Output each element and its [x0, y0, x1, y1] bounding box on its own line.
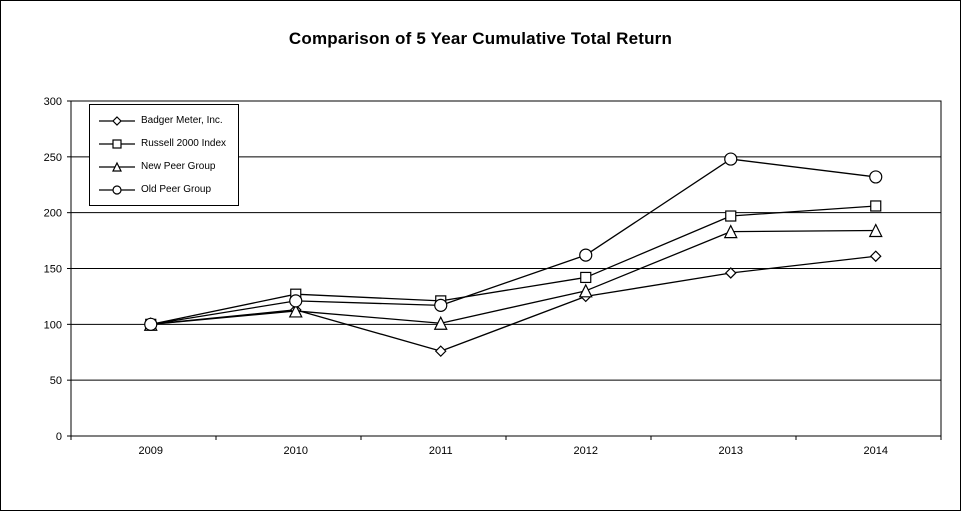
circle-marker — [579, 248, 593, 262]
legend-item: New Peer Group — [99, 158, 226, 175]
x-tick-label: 2009 — [139, 445, 163, 457]
diamond-marker — [434, 345, 447, 357]
legend-label: Old Peer Group — [141, 184, 212, 195]
circle-marker — [724, 152, 738, 166]
square-marker — [725, 210, 737, 222]
diamond-marker — [112, 115, 122, 126]
legend-item: Badger Meter, Inc. — [99, 112, 226, 129]
series-line — [150, 255, 876, 352]
circle-legend-icon — [99, 184, 135, 195]
circle-marker — [112, 184, 122, 195]
y-tick-label: 300 — [44, 96, 62, 108]
square-legend-icon — [99, 138, 135, 149]
chart-legend: Badger Meter, Inc. Russell 2000 Index New … — [89, 104, 240, 206]
series-line — [150, 158, 876, 325]
y-tick-label: 0 — [56, 431, 62, 443]
legend-label: Badger Meter, Inc. — [141, 115, 223, 126]
legend-item: Russell 2000 Index — [99, 135, 226, 152]
circle-marker — [869, 170, 883, 184]
series-line — [150, 229, 876, 325]
x-tick-label: 2013 — [719, 445, 743, 457]
circle-marker — [434, 298, 448, 312]
triangle-marker — [723, 224, 738, 239]
square-marker — [580, 271, 592, 284]
x-tick-label: 2014 — [864, 445, 888, 457]
square-marker — [112, 138, 122, 149]
circle-marker — [144, 317, 158, 331]
legend-label: Russell 2000 Index — [141, 138, 227, 149]
y-tick-label: 200 — [44, 208, 62, 220]
diamond-marker — [724, 267, 737, 279]
circle-marker — [289, 294, 303, 308]
legend-item: Old Peer Group — [99, 181, 226, 198]
x-tick-label: 2011 — [429, 445, 453, 457]
y-tick-label: 100 — [44, 319, 62, 331]
triangle-marker — [868, 223, 883, 238]
triangle-marker — [288, 303, 303, 318]
chart-title: Comparison of 5 Year Cumulative Total Re… — [288, 29, 673, 48]
x-tick-label: 2012 — [574, 445, 598, 457]
y-tick-label: 250 — [44, 152, 62, 164]
triangle-marker — [578, 283, 593, 298]
diamond-marker — [869, 250, 882, 263]
triangle-marker — [433, 315, 448, 330]
legend-label: New Peer Group — [141, 161, 216, 172]
diamond-legend-icon — [99, 115, 135, 126]
triangle-legend-icon — [99, 161, 135, 172]
square-marker — [870, 200, 882, 212]
x-tick-label: 2010 — [284, 445, 308, 457]
y-tick-label: 50 — [50, 375, 62, 387]
series-line — [150, 205, 876, 325]
triangle-marker — [112, 161, 122, 172]
y-tick-label: 150 — [44, 264, 62, 276]
